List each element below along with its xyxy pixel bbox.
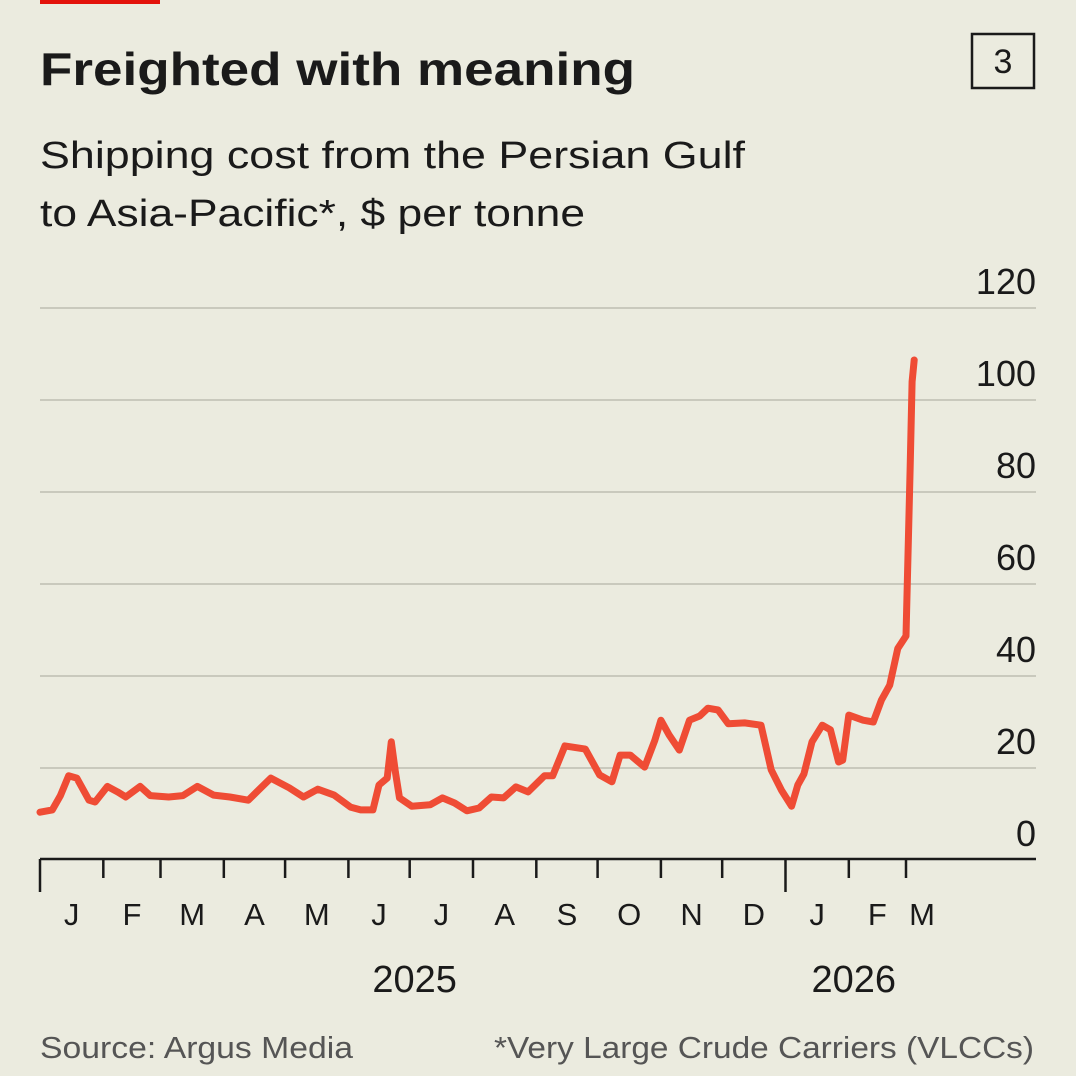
x-tick-label: J bbox=[371, 897, 387, 932]
series-line bbox=[36, 356, 918, 816]
subtitle-line-2: to Asia-Pacific*, $ per tonne bbox=[40, 193, 585, 235]
accent-bar bbox=[40, 0, 160, 4]
x-tick-label: A bbox=[244, 897, 265, 932]
x-tick-label: M bbox=[304, 897, 330, 932]
y-tick-label: 0 bbox=[1016, 813, 1036, 854]
x-tick-label: J bbox=[434, 897, 450, 932]
y-tick-label: 40 bbox=[996, 629, 1036, 670]
x-tick-label: M bbox=[179, 897, 205, 932]
x-tick-label: F bbox=[122, 897, 141, 932]
chart-title: Freighted with meaning bbox=[40, 43, 635, 95]
y-axis-labels: 0 20 40 60 80 100 120 bbox=[976, 261, 1036, 854]
x-tick-label: J bbox=[809, 897, 825, 932]
y-tick-label: 100 bbox=[976, 353, 1036, 394]
y-tick-label: 80 bbox=[996, 445, 1036, 486]
x-tick-label: M bbox=[909, 897, 935, 932]
chart-number-box: 3 bbox=[970, 32, 1036, 90]
x-tick-label: D bbox=[743, 897, 765, 932]
x-tick-label: A bbox=[494, 897, 515, 932]
x-tick-label: F bbox=[868, 897, 887, 932]
y-tick-label: 60 bbox=[996, 537, 1036, 578]
source-note: Source: Argus Media bbox=[40, 1030, 354, 1065]
y-tick-label: 120 bbox=[976, 261, 1036, 302]
x-tick-label: S bbox=[557, 897, 578, 932]
chart-number: 3 bbox=[994, 43, 1013, 81]
footnote: *Very Large Crude Carriers (VLCCs) bbox=[494, 1030, 1034, 1065]
gridlines bbox=[40, 307, 1036, 769]
x-tick-label: J bbox=[64, 897, 80, 932]
x-tick-label: N bbox=[680, 897, 702, 932]
year-label: 2026 bbox=[812, 959, 897, 1001]
y-tick-label: 20 bbox=[996, 721, 1036, 762]
year-label: 2025 bbox=[372, 959, 457, 1001]
x-tick-label: O bbox=[617, 897, 641, 932]
subtitle-line-1: Shipping cost from the Persian Gulf bbox=[40, 135, 746, 177]
